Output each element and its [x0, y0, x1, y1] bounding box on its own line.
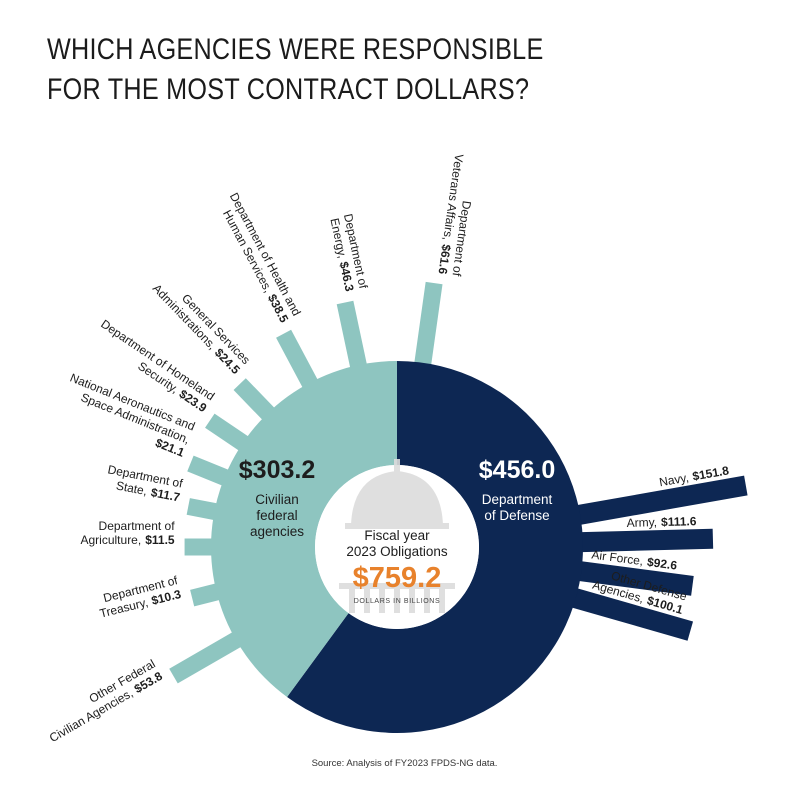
label-civilian-9-line-1: Civilian Agencies,$53.8 — [47, 669, 165, 745]
bar-civilian-4 — [205, 413, 253, 454]
slice-defense — [287, 361, 584, 734]
center-unit: DOLLARS IN BILLIONS — [354, 598, 440, 605]
bar-defense-3-rect — [567, 587, 694, 641]
bar-defense-2-rect — [574, 560, 694, 596]
slice-civilian — [211, 361, 397, 698]
slice-label-civilian-line-2: federal — [256, 508, 297, 523]
slice-label-defense-line-2: of Defense — [484, 508, 549, 523]
center-total: $759.2 — [353, 562, 442, 594]
donut-ring — [211, 361, 584, 734]
bar-defense-1 — [576, 528, 714, 553]
chart-title-line-2: FOR THE MOST CONTRACT DOLLARS? — [47, 73, 530, 106]
bar-civilian-0 — [413, 281, 443, 370]
bar-civilian-9 — [169, 629, 246, 684]
capitol-dome-icon — [339, 459, 455, 613]
chart-title: WHICH AGENCIES WERE RESPONSIBLE FOR THE … — [47, 30, 652, 110]
slice-label-civilian-line-3: agencies — [250, 524, 304, 539]
label-defense-1-line-0: Army, $111.6 — [626, 514, 697, 530]
bar-civilian-7-rect — [184, 538, 217, 556]
bar-civilian-9-rect — [169, 629, 246, 684]
label-civilian-0-value: $61.6 — [435, 243, 453, 275]
bar-civilian-1-rect — [336, 300, 368, 373]
center-line-1: Fiscal year — [364, 528, 430, 543]
label-defense-1: Army, $111.6 — [626, 514, 697, 530]
bar-civilian-2 — [276, 329, 321, 393]
slice-label-defense-line-1: Department — [482, 492, 553, 507]
bar-civilian-6 — [186, 498, 222, 521]
label-civilian-7-value: $11.5 — [145, 533, 175, 547]
bar-civilian-6-rect — [186, 498, 222, 521]
bar-civilian-4-rect — [205, 413, 253, 454]
radial-bars — [169, 281, 748, 684]
slice-label-defense-line-0: $456.0 — [479, 456, 555, 484]
bar-defense-0 — [572, 475, 748, 526]
bar-civilian-7 — [184, 538, 217, 556]
bar-defense-0-rect — [572, 475, 748, 526]
bar-civilian-0-rect — [413, 281, 443, 370]
bar-defense-2 — [574, 560, 694, 596]
label-civilian-7-line-1: Agriculture, $11.5 — [81, 533, 175, 547]
bar-civilian-3-rect — [233, 378, 279, 424]
label-civilian-7-line-0: Department of — [99, 519, 176, 533]
label-defense-0-value: $151.8 — [691, 463, 730, 483]
center-line-2: 2023 Obligations — [346, 544, 448, 559]
bar-civilian-1 — [336, 300, 368, 373]
bar-civilian-3 — [233, 378, 279, 424]
bar-defense-3 — [567, 587, 694, 641]
chart-title-line-1: WHICH AGENCIES WERE RESPONSIBLE — [47, 33, 544, 66]
label-civilian-1-value: $46.3 — [337, 260, 357, 293]
bar-civilian-5 — [187, 455, 234, 488]
bar-defense-1-rect — [576, 528, 714, 553]
label-civilian-6-value: $11.7 — [150, 485, 182, 504]
bar-civilian-2-rect — [276, 329, 321, 393]
slice-label-civilian-line-1: Civilian — [255, 492, 299, 507]
source-note: Source: Analysis of FY2023 FPDS-NG data. — [311, 758, 498, 769]
slice-label-civilian-line-0: $303.2 — [239, 456, 315, 484]
label-defense-1-value: $111.6 — [661, 514, 697, 529]
bar-civilian-5-rect — [187, 455, 234, 488]
label-defense-2-value: $92.6 — [646, 555, 678, 573]
